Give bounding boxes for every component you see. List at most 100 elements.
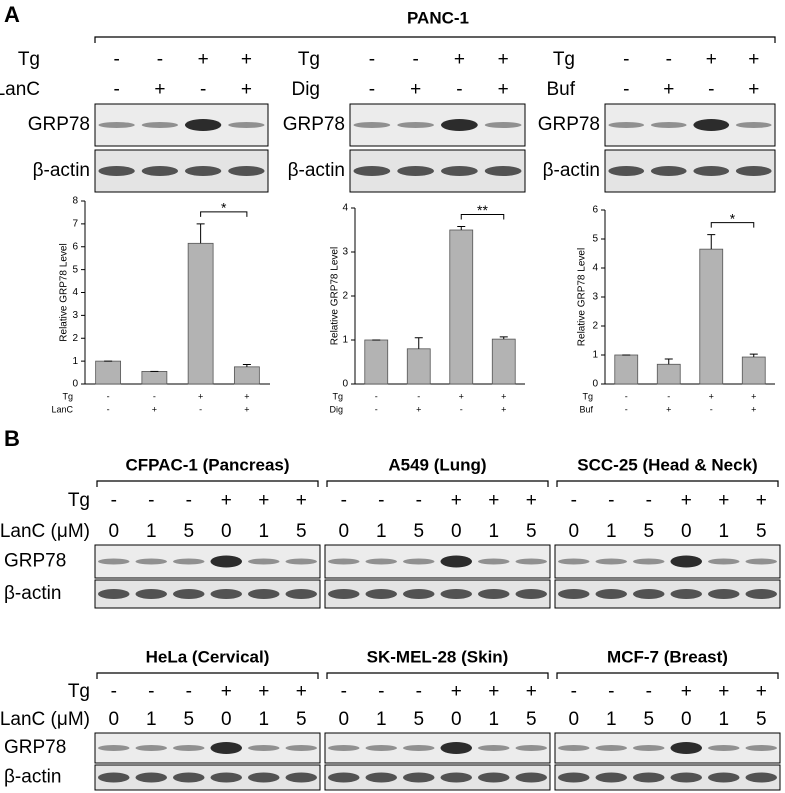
treatment-sign: + <box>241 49 252 70</box>
treatment-value: - <box>608 490 614 511</box>
error-bar <box>457 225 466 230</box>
blot-band <box>210 742 242 754</box>
x-row-label: + <box>244 404 249 414</box>
x-row-name: Tg <box>582 391 593 401</box>
treatment-value: + <box>756 681 767 702</box>
panel-label: A <box>4 2 20 27</box>
x-row-label: + <box>244 391 249 401</box>
blot-band <box>328 745 360 751</box>
treatment-value: 5 <box>756 709 767 730</box>
treatment-value: - <box>111 490 117 511</box>
treatment-value: + <box>526 681 537 702</box>
blot-band <box>745 589 777 599</box>
treatment-value: 0 <box>221 709 232 730</box>
blot-band <box>484 166 522 176</box>
blot-membrane <box>554 764 781 791</box>
significance-mark: * <box>730 210 736 226</box>
treatment-value: + <box>718 490 729 511</box>
blot-band <box>403 589 435 599</box>
y-tick-label: 3 <box>592 292 598 303</box>
blot-band <box>353 166 391 176</box>
blot-band <box>228 166 265 176</box>
blot-band <box>595 745 627 751</box>
x-row-label: + <box>751 391 756 401</box>
blot-band <box>365 589 397 599</box>
bar <box>364 339 389 385</box>
error-bar <box>414 337 423 349</box>
blot-band <box>650 122 687 128</box>
treatment-value: 1 <box>146 521 157 542</box>
blot-band <box>328 772 360 783</box>
treatment-value: - <box>571 681 577 702</box>
blot-band <box>98 122 135 128</box>
blot-band <box>184 119 222 131</box>
y-tick-label: 3 <box>72 310 78 321</box>
blot-band <box>745 558 777 565</box>
error-bar <box>749 353 758 358</box>
bar <box>699 248 724 385</box>
blot-band <box>228 122 265 128</box>
blot-band <box>440 742 472 754</box>
y-tick-label: 7 <box>72 219 78 230</box>
bar <box>95 360 122 385</box>
x-row-label: - <box>199 404 202 414</box>
blot-band <box>670 772 702 783</box>
blot-membrane <box>94 103 269 147</box>
y-tick-label: 6 <box>72 241 78 252</box>
bracket <box>556 672 779 679</box>
band-label: β-actin <box>4 583 61 604</box>
treatment-value: - <box>341 490 347 511</box>
treatment-value: + <box>296 681 307 702</box>
blot-membrane <box>554 732 781 764</box>
blot-band <box>285 745 317 751</box>
cell-line-title: PANC-1 <box>407 8 469 27</box>
band-label: β-actin <box>288 160 345 181</box>
treatment-value: 1 <box>718 521 729 542</box>
blot-band <box>735 122 772 128</box>
blot-band <box>210 772 242 783</box>
blot-band <box>141 122 179 128</box>
treatment-sign: - <box>666 49 672 70</box>
band-label: β-actin <box>543 160 600 181</box>
treatment-value: 5 <box>296 521 307 542</box>
treatment-value: - <box>186 490 192 511</box>
blot-band <box>98 166 135 176</box>
blot-band <box>403 558 435 565</box>
x-row-name: Tg <box>62 391 73 401</box>
blot-band <box>210 555 242 568</box>
treatment-value: - <box>148 490 154 511</box>
blot-band <box>248 745 280 751</box>
treatment-value: 1 <box>606 709 617 730</box>
blot-band <box>650 166 687 176</box>
treatment-value: 5 <box>643 521 654 542</box>
significance-bracket <box>200 211 248 217</box>
blot-band <box>708 558 740 565</box>
error-bar <box>664 358 673 365</box>
treatment-value: + <box>488 490 499 511</box>
treatment-value: 0 <box>568 521 579 542</box>
blot-band <box>478 745 510 751</box>
band-label: β-actin <box>33 160 90 181</box>
blot-band <box>365 558 397 565</box>
treatment-value: - <box>608 681 614 702</box>
blot-band <box>670 555 702 568</box>
blot-band <box>745 772 777 783</box>
treatment-value: + <box>296 490 307 511</box>
treatment-value: + <box>258 490 269 511</box>
blot-band <box>515 558 547 565</box>
blot-band <box>173 558 205 565</box>
treatment-sign: - <box>369 49 375 70</box>
blot-membrane <box>94 732 321 764</box>
treatment-name: Tg <box>553 49 575 70</box>
treatment-value: - <box>646 681 652 702</box>
blot-band <box>441 166 478 176</box>
blot-band <box>135 745 167 751</box>
x-row-label: + <box>152 404 157 414</box>
treatment-name: Tg <box>298 49 320 70</box>
y-tick-label: 2 <box>342 291 348 302</box>
treatment-sign: - <box>623 79 629 100</box>
blot-band <box>98 589 130 599</box>
x-row-label: + <box>459 391 464 401</box>
y-tick-label: 4 <box>592 263 598 274</box>
blot-membrane <box>554 544 781 579</box>
